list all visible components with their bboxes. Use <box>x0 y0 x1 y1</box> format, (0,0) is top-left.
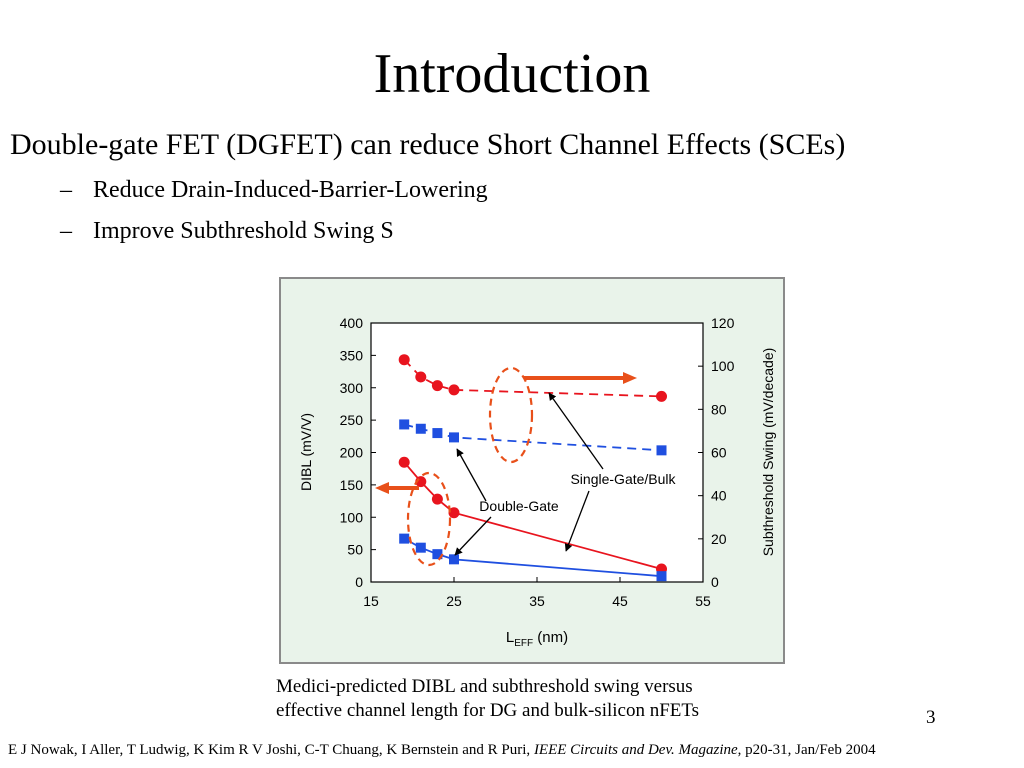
sub-bullet-text: Improve Subthreshold Swing S <box>93 218 394 244</box>
pointer-arrow-double-dashed <box>456 448 487 502</box>
bullet-dash: – <box>60 218 72 244</box>
pointer-arrow-single-solid <box>564 490 590 552</box>
series-1-point <box>656 390 667 402</box>
chart-figure: 15 25 35 45 55 0 50 100 150 200 250 300 350 400 0 20 40 6… <box>279 277 785 664</box>
series-4-point <box>432 549 443 560</box>
y-left-tick-label: 300 <box>340 380 364 396</box>
y-left-tick-label: 100 <box>340 509 364 525</box>
y-left-tick-label: 50 <box>347 542 363 558</box>
series-3-point <box>398 456 410 468</box>
y-right-tick-label: 100 <box>711 358 735 374</box>
series-3-point <box>431 493 443 505</box>
highlight-ellipse-single-gate <box>488 366 534 464</box>
y-left-tick-label: 400 <box>340 315 364 331</box>
series-2-point <box>432 428 443 439</box>
x-axis-label-sub: EFF <box>514 638 533 649</box>
series-2-point <box>449 432 459 443</box>
sub-bullet-1: – Reduce Drain-Induced-Barrier-Lowering <box>60 177 488 204</box>
y-left-tick-label: 200 <box>340 445 364 461</box>
y-right-tick-label: 60 <box>711 445 727 461</box>
sub-bullet-2: – Improve Subthreshold Swing S <box>60 218 394 245</box>
dibl-swing-chart: 15 25 35 45 55050100150200250300350400020406… <box>298 315 776 649</box>
caption-line-2: effective channel length for DG and bulk… <box>276 700 700 721</box>
plot-area <box>370 322 704 583</box>
y-right-tick-label: 0 <box>711 574 719 590</box>
series-1-point <box>431 380 443 392</box>
single-gate-label: Single-Gate/Bulk <box>570 471 676 487</box>
left-axis-arrow <box>375 482 419 494</box>
figure-caption: Medici-predicted DIBL and subthreshold s… <box>276 675 699 723</box>
right-axis-arrow <box>524 372 637 384</box>
y-right-tick-label: 80 <box>711 401 727 417</box>
x-axis-label-unit: (nm) <box>533 629 568 646</box>
series-line-1 <box>403 359 662 398</box>
series-2-point <box>399 419 410 430</box>
highlight-ellipse-double-gate <box>406 471 452 567</box>
series-4-point <box>449 554 459 565</box>
series-2-point <box>656 445 667 456</box>
page-number: 3 <box>926 707 936 728</box>
slide-title: Introduction <box>373 43 651 105</box>
x-axis-label-main: L <box>506 629 514 646</box>
pointer-arrow-single-dashed <box>548 392 604 470</box>
footer-citation: E J Nowak, I Aller, T Ludwig, K Kim R V … <box>8 742 876 759</box>
series-group <box>398 354 667 582</box>
y-right-tick-label: 120 <box>711 315 735 331</box>
footer-tail: , p20-31, Jan/Feb 2004 <box>737 742 876 758</box>
bullet-dash: – <box>60 177 72 203</box>
y-right-tick-label: 20 <box>711 531 727 547</box>
y-right-axis-label: Subthreshold Swing (mV/decade) <box>760 348 776 557</box>
x-tick-label: 15 <box>363 593 379 609</box>
series-4-point <box>399 533 410 544</box>
caption-line-1: Medici-predicted DIBL and subthreshold s… <box>276 676 693 697</box>
y-right-tick-label: 40 <box>711 488 727 504</box>
series-3-point <box>448 507 460 519</box>
y-left-tick-label: 0 <box>355 574 363 590</box>
footer-journal: IEEE Circuits and Dev. Magazine <box>533 742 738 758</box>
axis-ticks: 15 25 35 45 55050100150200250300350400020406… <box>340 315 735 609</box>
x-tick-label: 55 <box>695 593 711 609</box>
series-2-point <box>415 423 426 434</box>
y-left-axis-label: DIBL (mV/V) <box>298 413 314 491</box>
series-4-point <box>415 542 426 553</box>
series-1-point <box>398 354 410 366</box>
sub-bullet-text: Reduce Drain-Induced-Barrier-Lowering <box>93 177 488 203</box>
x-tick-label: 35 <box>529 593 545 609</box>
x-tick-label: 25 <box>446 593 462 609</box>
double-gate-label: Double-Gate <box>479 498 559 514</box>
series-1-point <box>415 371 427 383</box>
x-tick-label: 45 <box>612 593 628 609</box>
footer-authors: E J Nowak, I Aller, T Ludwig, K Kim R V … <box>8 742 534 758</box>
x-axis-label: LEFF (nm) <box>506 629 568 649</box>
y-left-tick-label: 350 <box>340 347 364 363</box>
main-bullet: Double-gate FET (DGFET) can reduce Short… <box>10 128 846 161</box>
pointer-arrow-double-solid <box>454 516 492 556</box>
series-4-point <box>656 571 667 582</box>
y-left-tick-label: 250 <box>340 412 364 428</box>
series-1-point <box>448 384 460 396</box>
y-left-tick-label: 150 <box>340 477 364 493</box>
